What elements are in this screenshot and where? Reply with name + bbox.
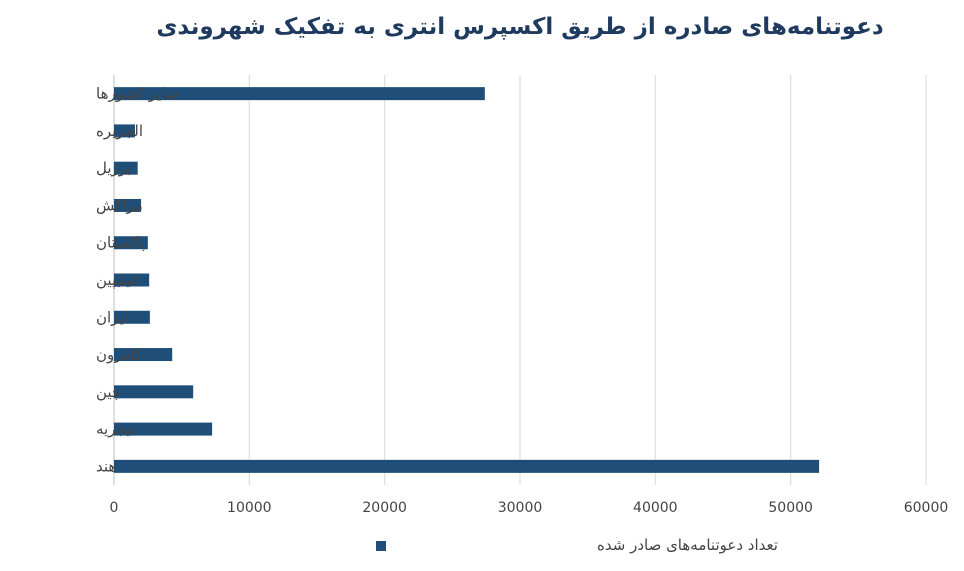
category-label: چین: [96, 383, 121, 401]
x-axis-tick-labels: 0 10000 20000 30000 40000 50000 60000: [110, 500, 949, 516]
bar: [114, 348, 173, 362]
x-tick-label: 60000: [904, 500, 949, 516]
category-labels: سایر کشورها الجزیره برزیل مراکش پاکستان فیلیپ…: [96, 85, 178, 476]
chart-title: دعوتنامه‌های صادره از طریق اکسپرس انتری …: [156, 14, 884, 40]
category-label: مراکش: [96, 196, 143, 214]
category-label: نیجریه: [96, 420, 135, 438]
bar: [114, 198, 142, 212]
x-tick-label: 30000: [498, 500, 543, 516]
category-label: برزیل: [96, 159, 131, 177]
bar: [114, 236, 148, 250]
bar: [114, 273, 150, 287]
legend-swatch: [376, 541, 386, 551]
x-tick-label: 40000: [633, 500, 678, 516]
category-label: فیلیپین: [96, 271, 138, 290]
bars: [114, 87, 820, 473]
category-label: پاکستان: [96, 234, 145, 253]
bar: [114, 161, 138, 175]
bar: [114, 310, 150, 324]
x-tick-label: 50000: [768, 500, 813, 516]
category-label: ایران: [96, 308, 128, 326]
bar: [114, 459, 820, 473]
bar: [114, 87, 485, 101]
legend: تعداد دعوتنامه‌های صادر شده: [376, 536, 778, 554]
category-label: الجزیره: [96, 122, 143, 140]
x-tick-label: 0: [110, 500, 119, 516]
legend-label: تعداد دعوتنامه‌های صادر شده: [597, 536, 778, 554]
bar: [114, 422, 213, 436]
category-label: سایر کشورها: [96, 85, 178, 103]
category-label: کامرون: [96, 346, 143, 364]
category-label: هند: [96, 457, 116, 475]
bar: [114, 124, 135, 138]
gridlines: [113, 75, 927, 485]
x-tick-label: 20000: [362, 500, 407, 516]
bar: [114, 385, 194, 399]
x-tick-label: 10000: [227, 500, 272, 516]
